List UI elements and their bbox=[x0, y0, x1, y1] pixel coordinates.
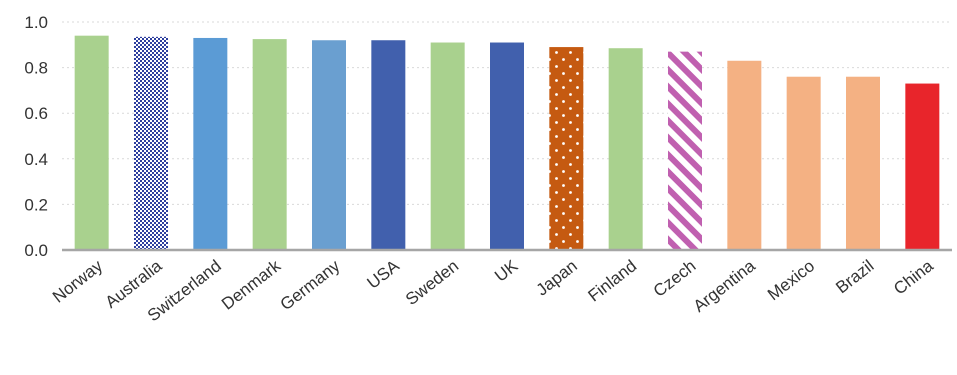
x-category-label: Sweden bbox=[402, 256, 462, 309]
bar-norway bbox=[74, 35, 109, 251]
bar-denmark bbox=[252, 39, 287, 250]
bars bbox=[74, 35, 940, 251]
y-axis-tick-labels: 0.0 0.2 0.4 0.6 0.8 1.0 bbox=[24, 13, 48, 260]
bar-brazil bbox=[846, 76, 880, 250]
bar-japan bbox=[549, 47, 584, 250]
bar-mexico bbox=[786, 76, 821, 250]
y-tick-label: 0.4 bbox=[24, 150, 48, 169]
x-category-label: China bbox=[890, 256, 937, 299]
y-tick-label: 0.2 bbox=[24, 195, 48, 214]
bar-argentina bbox=[727, 60, 762, 251]
x-category-label: USA bbox=[364, 256, 404, 293]
x-category-label: Argentina bbox=[690, 256, 759, 316]
bar-czech bbox=[668, 51, 702, 250]
x-category-label: UK bbox=[491, 256, 522, 286]
bar-china bbox=[905, 83, 940, 250]
x-category-label: Mexico bbox=[764, 256, 818, 304]
x-category-label: Finland bbox=[584, 256, 640, 305]
y-tick-label: 0.0 bbox=[24, 241, 48, 260]
bar-switzerland bbox=[193, 37, 228, 251]
bar-sweden bbox=[430, 42, 465, 250]
x-axis-category-labels: NorwayAustraliaSwitzerlandDenmarkGermany… bbox=[49, 256, 937, 325]
x-category-label: Czech bbox=[650, 256, 700, 301]
x-category-label: Norway bbox=[49, 256, 106, 307]
x-category-label: Brazil bbox=[832, 256, 877, 297]
bar-germany bbox=[312, 40, 346, 250]
bar-finland bbox=[608, 48, 643, 250]
y-tick-label: 0.8 bbox=[24, 59, 48, 78]
bar-usa bbox=[371, 40, 406, 250]
x-category-label: Japan bbox=[533, 256, 581, 299]
x-category-label: Denmark bbox=[218, 256, 284, 314]
bar-uk bbox=[490, 42, 524, 250]
x-category-label: Germany bbox=[277, 256, 344, 314]
y-tick-label: 1.0 bbox=[24, 13, 48, 32]
bar-australia bbox=[134, 36, 168, 250]
y-tick-label: 0.6 bbox=[24, 104, 48, 123]
